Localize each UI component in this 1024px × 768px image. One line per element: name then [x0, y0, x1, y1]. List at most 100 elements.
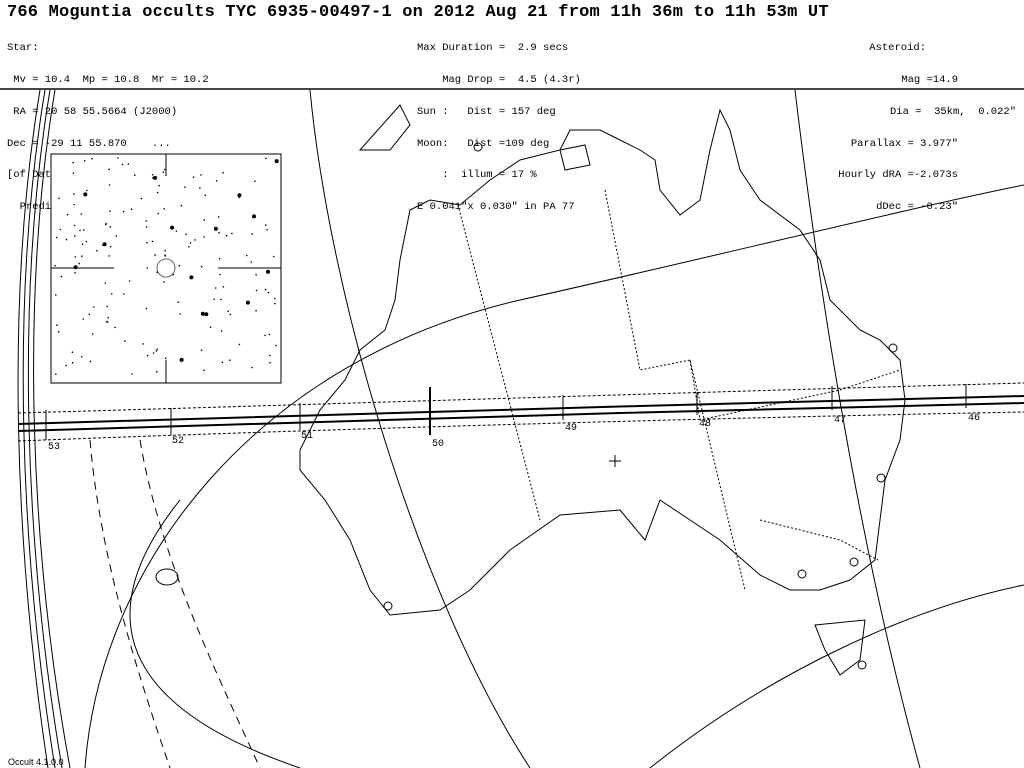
star-dot	[80, 213, 83, 215]
star-dot	[200, 265, 203, 268]
star-dot	[267, 291, 270, 294]
star-dot	[146, 241, 148, 244]
event-line: Sun : Dist = 157 deg	[417, 105, 556, 118]
star-dot	[127, 163, 130, 165]
star-dot	[96, 249, 98, 252]
star-dot	[108, 184, 111, 186]
star-line: Star:	[7, 42, 39, 55]
star-dot	[179, 313, 181, 315]
star-dot	[73, 265, 78, 270]
star-dot	[145, 307, 148, 310]
star-dot	[104, 282, 107, 284]
event-line: Mag Drop = 4.5 (4.3r)	[417, 73, 581, 86]
star-dot	[274, 159, 279, 164]
star-dot	[175, 230, 178, 232]
star-dot	[130, 208, 133, 210]
tick-label: 52	[172, 436, 184, 447]
tick-label: 48	[699, 419, 711, 430]
star-dot	[214, 287, 217, 289]
star-dot	[151, 173, 154, 176]
asteroid-info: Asteroid: Mag =14.9 Dia = 35km, 0.022" P…	[838, 22, 1016, 223]
earth-limb	[17, 89, 71, 768]
star-dot	[227, 310, 229, 313]
star-dot	[82, 318, 84, 320]
star-dot	[89, 360, 92, 363]
star-dot	[145, 226, 148, 228]
star-dot	[269, 362, 271, 364]
star-dot	[163, 208, 165, 210]
star-dot	[184, 186, 186, 188]
star-dot	[83, 160, 86, 162]
star-dot	[57, 330, 60, 333]
star-dot	[65, 364, 67, 367]
star-dot	[142, 343, 144, 345]
tick-label: 49	[565, 423, 577, 434]
australia-coastline	[299, 104, 906, 676]
star-dot	[255, 289, 258, 292]
event-info: Max Duration = 2.9 secs Mag Drop = 4.5 (…	[417, 22, 581, 223]
star-dot	[221, 361, 224, 364]
star-dot	[251, 366, 253, 369]
star-dot	[275, 344, 277, 347]
star-dot	[219, 273, 221, 276]
star-dot	[199, 187, 201, 189]
star-dot	[78, 262, 80, 265]
star-dot	[60, 275, 63, 278]
star-dot	[189, 275, 194, 280]
star-dot	[91, 157, 93, 160]
star-dot	[72, 161, 74, 164]
event-line: E 0.041"x 0.030" in PA 77	[417, 201, 575, 214]
star-dot	[217, 216, 220, 218]
star-dot	[83, 229, 85, 231]
star-dot	[204, 194, 207, 197]
star-dot	[93, 306, 95, 308]
star-dot	[155, 350, 158, 352]
star-dot	[56, 324, 58, 326]
star-dot	[124, 340, 126, 342]
star-dot	[264, 288, 267, 291]
star-chart-inset	[50, 153, 282, 384]
star-dot	[105, 320, 108, 323]
star-dot	[154, 254, 156, 256]
star-dot	[66, 213, 69, 216]
star-dot	[86, 189, 88, 192]
star-dot	[140, 197, 143, 200]
star-dot	[213, 298, 215, 301]
star-dot	[59, 228, 62, 231]
star-dot	[189, 242, 192, 244]
star-dot	[204, 312, 209, 317]
sub-point-cross	[609, 455, 621, 467]
star-dot	[123, 293, 125, 295]
path-time-ticks: 53 52 51 50 49 48 47 46	[45, 384, 980, 453]
star-dot	[200, 174, 202, 176]
star-dot	[54, 264, 56, 267]
star-dot	[74, 235, 76, 237]
asteroid-line: Mag =14.9	[888, 73, 958, 86]
star-dot	[88, 313, 91, 316]
star-dot	[238, 196, 241, 199]
star-dot	[274, 297, 276, 300]
star-dot	[73, 193, 75, 195]
star-dot	[102, 242, 107, 247]
star-dot	[109, 210, 111, 212]
star-dot	[131, 373, 133, 375]
star-dot	[74, 272, 76, 274]
star-dot	[251, 233, 253, 235]
star-dot	[109, 226, 112, 228]
star-dot	[237, 193, 242, 198]
star-dot	[107, 316, 110, 319]
star-dot	[108, 255, 110, 257]
star-dot	[73, 224, 76, 227]
star-dot	[164, 249, 166, 252]
star-dot	[55, 236, 58, 239]
star-dot	[109, 246, 112, 248]
star-dot	[225, 234, 228, 237]
map-title: 766 Moguntia occults TYC 6935-00497-1 on…	[7, 3, 829, 22]
star-dot	[81, 243, 84, 245]
star-dot	[200, 311, 205, 316]
star-dot	[172, 273, 174, 276]
star-dot	[162, 171, 165, 173]
star-dot	[152, 177, 154, 179]
star-dot	[218, 258, 221, 260]
